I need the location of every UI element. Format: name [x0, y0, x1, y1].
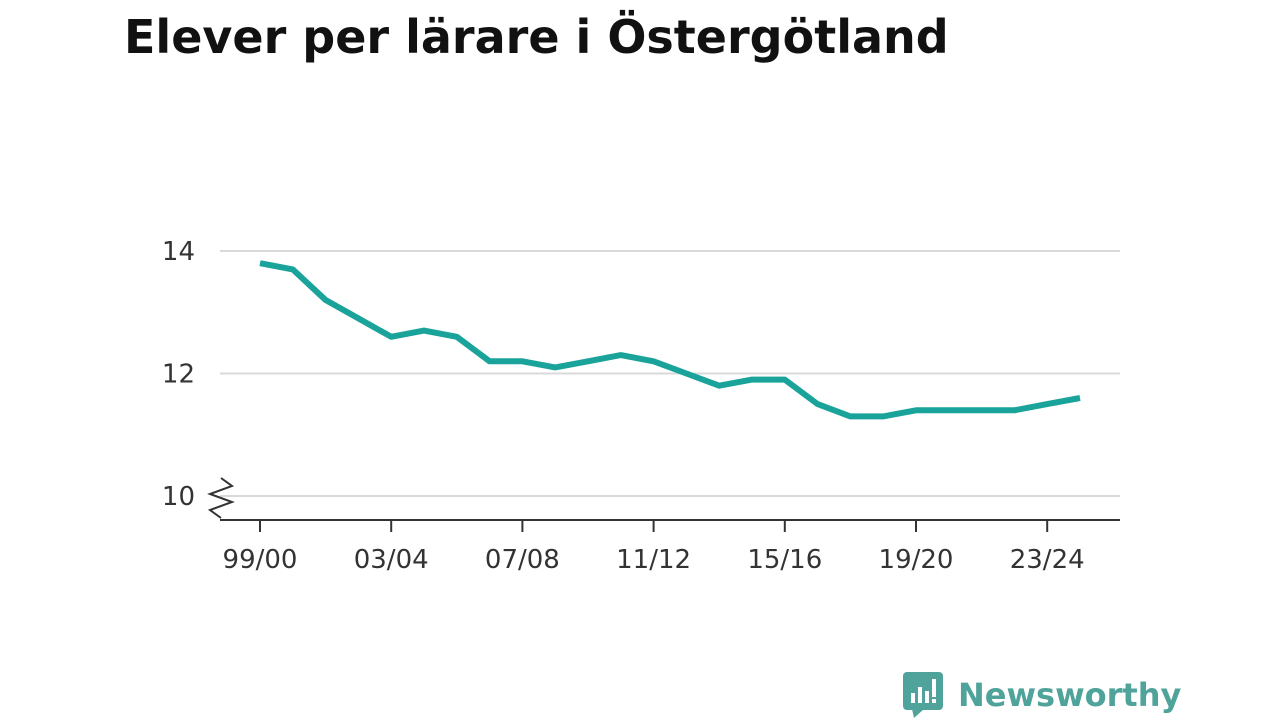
brand-name: Newsworthy [958, 676, 1182, 714]
series-layer [259, 260, 1081, 420]
series-line-0 [259, 260, 1081, 420]
x-tick-label-19/20: 19/20 [879, 545, 954, 575]
brand: Newsworthy [902, 670, 1181, 720]
x-tick-label-99/00: 99/00 [223, 545, 298, 575]
y-axis-break-icon [207, 477, 235, 519]
y-tick-label-12: 12 [162, 360, 195, 390]
y-tick-label-10: 10 [162, 482, 195, 512]
chart-title: Elever per lärare i Östergötland [124, 10, 949, 64]
y-axis-tick-labels: 10 12 14 [162, 237, 195, 512]
x-tick-label-11/12: 11/12 [616, 545, 691, 575]
x-axis-tick-labels: 99/00 03/04 07/08 11/12 15/16 19/20 23/24 [223, 545, 1085, 575]
x-tick-label-03/04: 03/04 [354, 545, 429, 575]
newsworthy-chart-bubble-icon [903, 672, 943, 718]
gridlines [220, 250, 1120, 497]
x-tick-label-07/08: 07/08 [485, 545, 560, 575]
x-tick-label-15/16: 15/16 [747, 545, 822, 575]
y-tick-label-14: 14 [162, 237, 195, 267]
axis-break-zigzag [207, 477, 235, 519]
x-tick-label-23/24: 23/24 [1010, 545, 1085, 575]
x-axis [220, 519, 1120, 532]
